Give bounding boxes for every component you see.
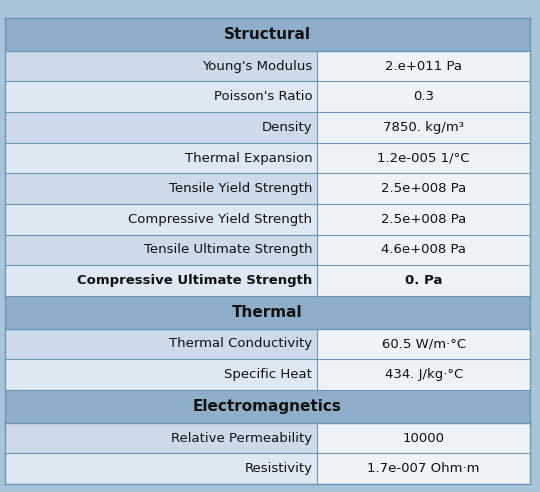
Bar <box>5 204 318 235</box>
Bar <box>5 235 318 265</box>
Text: 1.7e-007 Ohm·m: 1.7e-007 Ohm·m <box>367 462 480 475</box>
Text: 0.3: 0.3 <box>413 90 434 103</box>
Bar <box>318 81 530 112</box>
Bar <box>5 81 318 112</box>
Text: Thermal Expansion: Thermal Expansion <box>185 152 312 164</box>
Text: Tensile Ultimate Strength: Tensile Ultimate Strength <box>144 244 312 256</box>
Bar <box>5 112 318 143</box>
Text: Poisson's Ratio: Poisson's Ratio <box>214 90 312 103</box>
Text: Thermal: Thermal <box>232 305 303 320</box>
Bar <box>318 143 530 173</box>
Text: Compressive Ultimate Strength: Compressive Ultimate Strength <box>77 274 312 287</box>
Text: 434. J/kg·°C: 434. J/kg·°C <box>384 368 463 381</box>
Text: Compressive Yield Strength: Compressive Yield Strength <box>129 213 312 226</box>
Text: Young's Modulus: Young's Modulus <box>202 60 312 72</box>
Text: 2.5e+008 Pa: 2.5e+008 Pa <box>381 182 467 195</box>
Text: Resistivity: Resistivity <box>245 462 312 475</box>
Bar <box>318 265 530 296</box>
Bar <box>5 143 318 173</box>
Text: Thermal Conductivity: Thermal Conductivity <box>169 338 312 350</box>
Bar <box>318 235 530 265</box>
Text: Specific Heat: Specific Heat <box>225 368 312 381</box>
Bar <box>5 18 530 51</box>
Text: Relative Permeability: Relative Permeability <box>171 431 312 444</box>
Bar <box>5 329 318 359</box>
Bar <box>318 204 530 235</box>
Text: 10000: 10000 <box>403 431 444 444</box>
Bar <box>318 51 530 81</box>
Bar <box>318 423 530 453</box>
Bar <box>5 296 530 329</box>
Text: 4.6e+008 Pa: 4.6e+008 Pa <box>381 244 466 256</box>
Bar <box>318 453 530 484</box>
Text: Tensile Yield Strength: Tensile Yield Strength <box>169 182 312 195</box>
Bar <box>5 423 318 453</box>
Bar <box>5 265 318 296</box>
Bar <box>5 390 530 423</box>
Text: 2.e+011 Pa: 2.e+011 Pa <box>385 60 462 72</box>
Bar <box>5 453 318 484</box>
Text: Electromagnetics: Electromagnetics <box>193 399 342 414</box>
Bar <box>5 51 318 81</box>
Bar <box>5 359 318 390</box>
Text: 60.5 W/m·°C: 60.5 W/m·°C <box>382 338 465 350</box>
Bar <box>318 112 530 143</box>
Text: 1.2e-005 1/°C: 1.2e-005 1/°C <box>377 152 470 164</box>
Bar <box>318 173 530 204</box>
Bar <box>318 329 530 359</box>
Text: Structural: Structural <box>224 27 311 42</box>
Text: 7850. kg/m³: 7850. kg/m³ <box>383 121 464 134</box>
Text: 2.5e+008 Pa: 2.5e+008 Pa <box>381 213 467 226</box>
Bar <box>318 359 530 390</box>
Text: 0. Pa: 0. Pa <box>405 274 442 287</box>
Text: Density: Density <box>262 121 312 134</box>
Bar <box>5 173 318 204</box>
